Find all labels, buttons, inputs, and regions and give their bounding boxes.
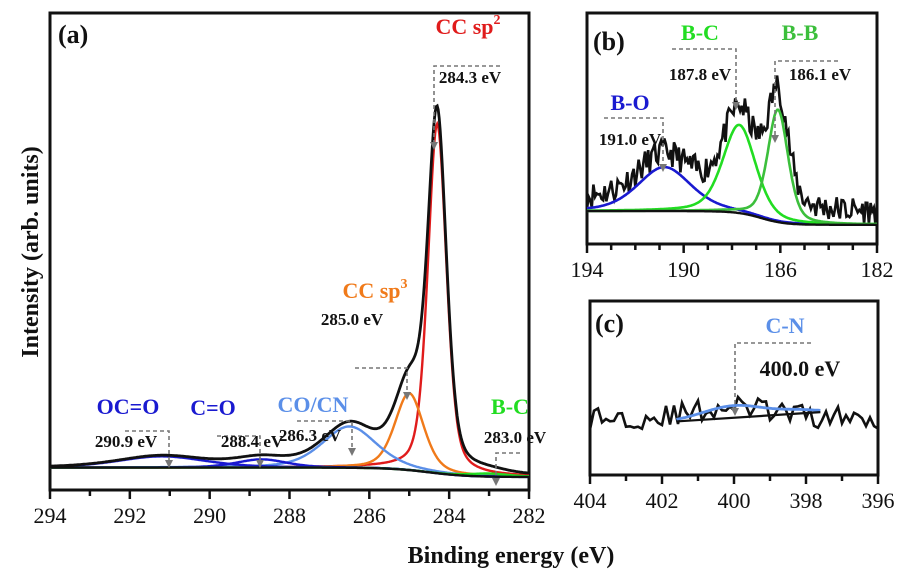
panel-c-letter: (c) xyxy=(595,309,624,338)
x-tick-label: 400 xyxy=(718,488,751,513)
x-tick-label: 398 xyxy=(790,488,823,513)
peak-co-cn-arrowhead xyxy=(348,448,356,456)
x-tick-label: 282 xyxy=(513,503,546,528)
peak-label-cc-sp3: CC sp3 xyxy=(342,277,407,303)
peak-label-b-c: B-C xyxy=(491,394,529,419)
peak-energy-co-cn: 286.3 eV xyxy=(279,426,342,445)
x-tick-label: 284 xyxy=(433,503,466,528)
x-tick-label: 294 xyxy=(34,503,67,528)
peak-b-c-leader xyxy=(672,48,737,104)
peak-cc-sp3-arrowhead xyxy=(403,392,411,400)
peak-label-superscript: 2 xyxy=(494,13,501,28)
peak-b-c-leader xyxy=(495,452,520,480)
x-tick-label: 290 xyxy=(193,503,226,528)
x-tick-label: 186 xyxy=(764,257,797,282)
peak-b-b-arrowhead xyxy=(771,135,779,143)
peak-label-co-cn: CO/CN xyxy=(278,392,349,417)
peak-energy-b-o: 191.0 eV xyxy=(599,130,662,149)
panel-c: 404 402 400 398 396 C-N 400.0 eV xyxy=(574,313,895,513)
panel-b-letter: (b) xyxy=(593,27,625,56)
x-tick-label: 402 xyxy=(646,488,679,513)
panel-c-frame xyxy=(588,299,880,477)
peak-energy-oc-o: 290.9 eV xyxy=(95,432,158,451)
peak-b-c-arrowhead xyxy=(732,102,740,110)
x-axis-title: Binding energy (eV) xyxy=(408,543,615,569)
envelope-curve xyxy=(50,103,530,475)
peak-b-c-arrowhead xyxy=(492,478,500,486)
peak-energy-cc-sp2: 284.3 eV xyxy=(439,68,502,87)
x-tick-label: 404 xyxy=(574,488,607,513)
peak-b-o-leader xyxy=(604,117,664,166)
background-line xyxy=(676,411,821,423)
peak-energy-c-n: 400.0 eV xyxy=(760,356,841,381)
peak-c-o-arrowhead xyxy=(256,460,264,468)
peak-label-oc-o: OC=O xyxy=(97,394,160,419)
peak-oc-o-arrowhead xyxy=(165,460,173,468)
peak-cc-sp2-arrowhead xyxy=(430,142,438,150)
peak-energy-b-c: 187.8 eV xyxy=(669,65,732,84)
panel-b: 194 190 186 182 B-O 191.0 eV B-C 187.8 eV B-B 186… xyxy=(571,20,894,282)
peak-cc-sp3-leader xyxy=(355,367,408,394)
x-tick-label: 292 xyxy=(113,503,146,528)
y-axis-title: Intensity (arb. units) xyxy=(18,146,44,357)
peak-c-n-arrowhead xyxy=(731,408,739,416)
peak-label-b-c: B-C xyxy=(681,20,719,45)
component-curve-c-n xyxy=(676,404,821,421)
peak-b-o-arrowhead xyxy=(659,164,667,172)
x-tick-label: 286 xyxy=(353,503,386,528)
x-tick-label: 182 xyxy=(861,257,894,282)
peak-b-b-leader xyxy=(774,60,838,137)
x-tick-label: 194 xyxy=(571,257,604,282)
peak-energy-b-b: 186.1 eV xyxy=(789,65,852,84)
peak-label-superscript: 3 xyxy=(401,277,408,292)
peak-energy-b-c: 283.0 eV xyxy=(484,428,547,447)
peak-c-n-leader xyxy=(734,342,811,410)
x-tick-label: 396 xyxy=(862,488,895,513)
background-line xyxy=(50,466,529,479)
peak-cc-sp2-leader xyxy=(433,65,500,144)
peak-energy-cc-sp3: 285.0 eV xyxy=(321,310,384,329)
peak-label-c-n: C-N xyxy=(765,313,804,338)
panel-a: 294 292 290 288 286 284 282 CC sp2 284.3 eV CC sp… xyxy=(34,13,547,528)
peak-oc-o-leader xyxy=(125,430,170,462)
x-tick-label: 288 xyxy=(273,503,306,528)
peak-c-o-leader xyxy=(217,435,261,462)
peak-label-b-o: B-O xyxy=(610,90,649,115)
peak-energy-c-o: 288.4 eV xyxy=(221,432,284,451)
x-tick-label: 190 xyxy=(667,257,700,282)
peak-label-c-o: C=O xyxy=(190,395,236,420)
panel-a-letter: (a) xyxy=(58,20,88,49)
peak-label-b-b: B-B xyxy=(782,20,819,45)
peak-label-cc-sp2: CC sp2 xyxy=(435,13,500,39)
background-line xyxy=(587,209,877,226)
